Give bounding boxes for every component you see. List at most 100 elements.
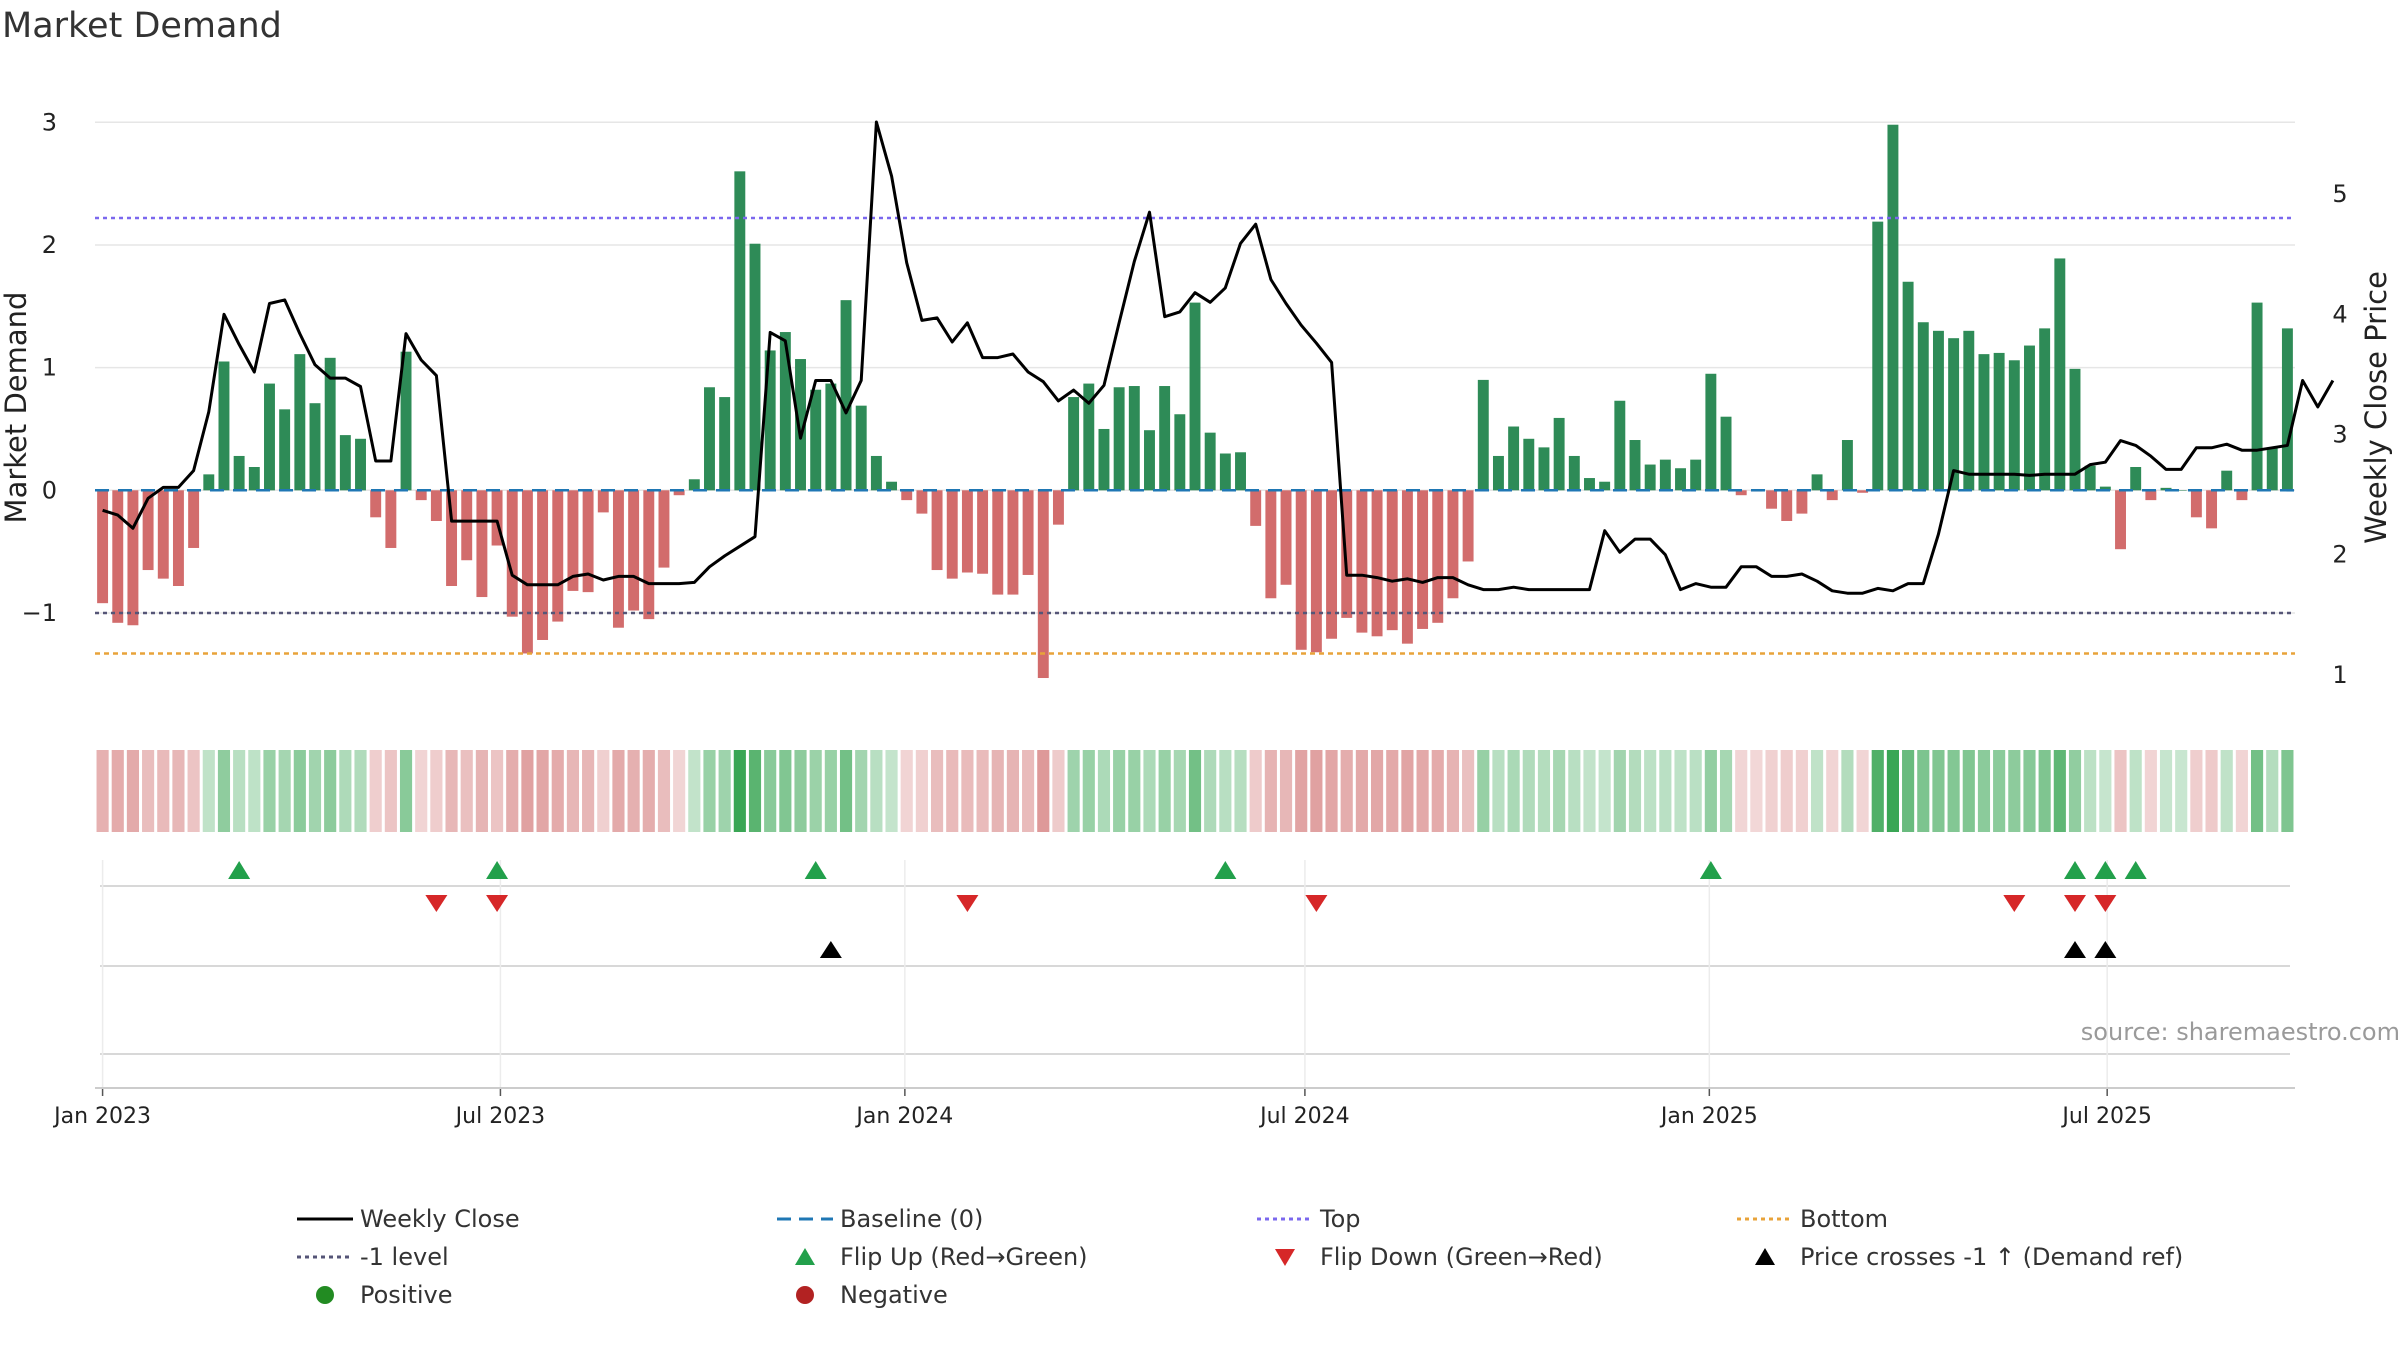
heat-strip-cell	[794, 750, 807, 832]
triangle-down-icon	[1275, 1249, 1295, 1266]
heat-strip-cell	[1735, 750, 1748, 832]
demand-bar	[2175, 490, 2187, 491]
demand-bar	[1310, 490, 1322, 653]
demand-bar	[1113, 387, 1125, 491]
legend-label-minus-one: -1 level	[360, 1243, 449, 1271]
heat-strip-cell	[415, 750, 428, 832]
demand-bar	[430, 490, 442, 521]
legend-item-price: Weekly Close	[290, 1205, 520, 1233]
legend-item-flip-down: Flip Down (Green→Red)	[1250, 1243, 1603, 1271]
heat-strip-cell	[339, 750, 352, 832]
heat-strip-cell	[2266, 750, 2279, 832]
flip-down-marker	[2003, 895, 2026, 912]
demand-bar	[1523, 438, 1535, 491]
legend-label-bottom: Bottom	[1800, 1205, 1889, 1233]
demand-bar	[855, 405, 867, 491]
heat-strip-cell	[703, 750, 716, 832]
heat-strip-cell	[1962, 750, 1975, 832]
flip-up-marker	[804, 861, 827, 879]
demand-bar	[1553, 417, 1565, 491]
demand-bar	[870, 455, 882, 491]
demand-bar	[1614, 400, 1626, 491]
heat-strip-cell	[1097, 750, 1111, 832]
heat-strip-cell	[566, 750, 579, 832]
demand-bar	[1007, 490, 1019, 595]
heat-strip-cell	[931, 750, 944, 832]
demand-bar	[1978, 354, 1990, 491]
heat-strip-cell	[1537, 750, 1551, 832]
demand-bar	[491, 490, 503, 546]
y2-tick-label: 2	[2332, 541, 2347, 569]
demand-bar	[309, 403, 321, 491]
heat-strip-cell	[673, 750, 686, 832]
heat-strip-cell	[1173, 750, 1186, 832]
demand-bar	[977, 490, 989, 574]
demand-bar	[2008, 360, 2020, 491]
demand-bar	[248, 467, 260, 491]
price-cross-marker	[2064, 941, 2086, 958]
heat-strip-cell	[1856, 750, 1869, 832]
heat-strip-cell	[475, 750, 488, 832]
demand-bar	[142, 490, 154, 571]
demand-bar	[643, 490, 655, 620]
heat-strip-cell	[1188, 750, 1202, 832]
heat-strip-cell	[1993, 750, 2006, 832]
y-tick-label: 1	[42, 354, 57, 382]
legend-item-negative: Negative	[770, 1281, 948, 1309]
heat-strip-cell	[718, 750, 731, 832]
demand-bar	[279, 409, 291, 491]
y-tick-label: 2	[42, 231, 57, 259]
demand-bar	[521, 490, 533, 654]
demand-bar	[2206, 490, 2218, 529]
demand-bar	[1568, 455, 1580, 491]
demand-bar	[157, 490, 169, 579]
legend-label-top: Top	[1320, 1205, 1361, 1233]
demand-bar	[218, 361, 230, 491]
demand-bar	[2190, 490, 2202, 518]
heat-strip-cell	[582, 750, 595, 832]
heat-strip-cell	[1082, 750, 1095, 832]
heat-strip-cell	[1644, 750, 1657, 832]
demand-bar	[2115, 490, 2126, 550]
x-tick-label: Jul 2023	[454, 1104, 546, 1129]
heat-strip-cell	[2129, 750, 2142, 832]
demand-bar	[1492, 455, 1504, 491]
demand-bar	[1917, 322, 1929, 491]
demand-bar	[1401, 490, 1413, 644]
demand-bar	[461, 490, 473, 561]
demand-bar	[294, 354, 306, 491]
demand-bar	[1932, 330, 1944, 491]
heat-strip-cell	[1659, 750, 1672, 832]
heat-strip-cell	[1689, 750, 1702, 832]
demand-bar	[233, 455, 245, 491]
demand-bar	[992, 490, 1004, 595]
demand-bar	[2221, 470, 2233, 491]
heat-strip-cell	[1204, 750, 1217, 832]
heat-strip-cell	[1795, 750, 1808, 832]
demand-bar	[1022, 490, 1034, 575]
x-tick-label: Jan 2024	[854, 1104, 953, 1129]
legend-label-flip-down: Flip Down (Green→Red)	[1320, 1243, 1603, 1271]
heat-strip-cell	[1371, 750, 1384, 832]
chart-title: Market Demand	[2, 6, 282, 46]
heat-strip-cell	[354, 750, 367, 832]
heat-strip-cell	[2235, 750, 2248, 832]
legend-label-positive: Positive	[360, 1281, 453, 1309]
demand-bar	[1675, 468, 1686, 491]
demand-bar	[1599, 481, 1611, 491]
demand-bar	[1796, 490, 1808, 514]
demand-bar	[2251, 302, 2263, 491]
demand-bar	[1887, 124, 1899, 491]
demand-bar	[582, 490, 594, 593]
heat-strip-cell	[1628, 750, 1642, 832]
flip-up-marker	[1214, 861, 1237, 879]
demand-bar	[2054, 258, 2066, 491]
demand-bar	[537, 490, 549, 640]
heat-strip-cell	[612, 750, 625, 832]
legend-label-cross: Price crosses -1 ↑ (Demand ref)	[1800, 1243, 2184, 1271]
heat-strip-cell	[1037, 750, 1050, 832]
heat-strip-cell	[1446, 750, 1459, 832]
demand-bar	[1690, 459, 1702, 491]
heat-strip-cell	[1416, 750, 1429, 832]
